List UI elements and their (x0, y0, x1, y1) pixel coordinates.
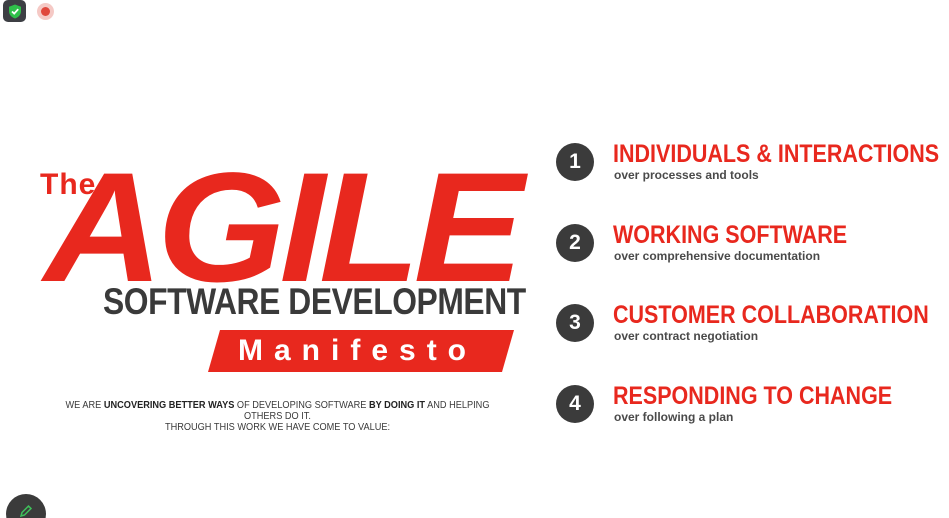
intro-text: WE ARE UNCOVERING BETTER WAYS OF DEVELOP… (59, 400, 496, 433)
shield-icon[interactable] (3, 0, 26, 22)
value-heading: RESPONDING TO CHANGE (613, 382, 893, 410)
intro-line-2: THROUGH THIS WORK WE HAVE COME TO VALUE: (164, 422, 391, 433)
value-heading: CUSTOMER COLLABORATION (613, 301, 929, 329)
intro-part: WE ARE (65, 400, 104, 411)
manifesto-label: Manifesto (238, 334, 478, 367)
value-subtext: over comprehensive documentation (614, 249, 821, 263)
title-agile: AGILE (44, 141, 524, 315)
title-subtitle: SOFTWARE DEVELOPMENT (103, 281, 526, 322)
pencil-icon (19, 504, 33, 518)
value-number-badge: 3 (556, 304, 594, 342)
value-subtext: over processes and tools (614, 168, 759, 182)
record-indicator-icon[interactable] (37, 3, 54, 20)
value-subtext: over contract negotiation (614, 329, 759, 343)
value-number-badge: 1 (556, 143, 594, 181)
value-heading: INDIVIDUALS & INTERACTIONS (613, 140, 940, 168)
value-subtext: over following a plan (614, 410, 734, 424)
value-number-badge: 4 (556, 385, 594, 423)
manifesto-banner (208, 330, 514, 372)
intro-bold: BY DOING IT (368, 400, 426, 411)
value-heading: WORKING SOFTWARE (613, 221, 848, 249)
intro-part: OF DEVELOPING SOFTWARE (234, 400, 369, 411)
intro-bold: UNCOVERING BETTER WAYS (103, 400, 235, 411)
value-number-badge: 2 (556, 224, 594, 262)
intro-part: AND HELPING OTHERS DO IT. (244, 400, 490, 422)
intro-line-1: WE ARE UNCOVERING BETTER WAYS OF DEVELOP… (59, 400, 496, 422)
title-the: The (40, 168, 97, 201)
